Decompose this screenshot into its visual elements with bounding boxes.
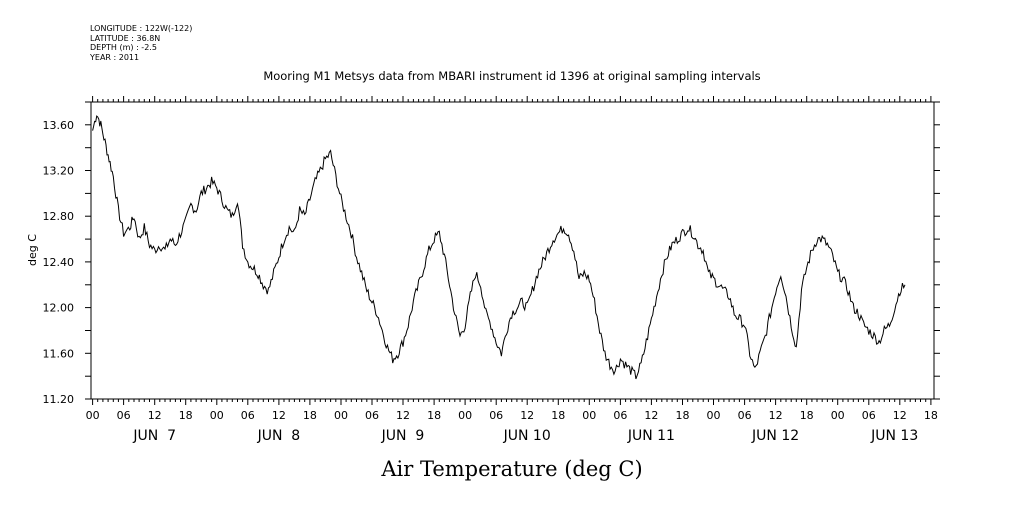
y-axis-label: deg C [26,234,39,266]
depth-label: DEPTH (m) : -2.5 [90,43,157,52]
x-tick-label: 12 [272,409,286,422]
x-tick-label: 06 [862,409,876,422]
y-tick-labels: 11.20 11.60 12.00 12.40 12.80 13.20 13.60 [43,119,75,406]
y-tick-label: 12.00 [43,302,75,315]
x-tick-label: 00 [458,409,472,422]
x-tick-label: 06 [489,409,503,422]
x-tick-label: 06 [613,409,627,422]
x-tick-label: 18 [427,409,441,422]
x-tick-label: 06 [738,409,752,422]
x-tick-label: 18 [676,409,690,422]
x-tick-label: 00 [334,409,348,422]
y-tick-label: 13.20 [43,165,75,178]
x-tick-label: 12 [893,409,907,422]
chart-title: Mooring M1 Metsys data from MBARI instru… [263,69,760,83]
x-tick-label: 00 [707,409,721,422]
x-tick-label: 00 [86,409,100,422]
y-tick-label: 12.80 [43,210,75,223]
x-tick-label: 00 [210,409,224,422]
x-tick-label: 18 [924,409,938,422]
day-label: JUN 10 [503,428,551,444]
y-tick-label: 13.60 [43,119,75,132]
x-tick-label: 18 [800,409,814,422]
x-tick-label: 06 [241,409,255,422]
y-tick-label: 11.20 [43,393,75,406]
day-labels: JUN 7 JUN 8 JUN 9 JUN 10 JUN 11 JUN 12 JUN 13 [132,428,918,444]
x-tick-label: 18 [179,409,193,422]
x-tick-label: 06 [117,409,131,422]
x-tick-label: 18 [551,409,565,422]
plot-frame [90,101,935,400]
day-label: JUN 9 [381,428,425,444]
year-label: YEAR : 2011 [89,53,139,62]
x-tick-label: 12 [644,409,658,422]
longitude-label: LONGITUDE : 122W(-122) [90,24,192,33]
bottom-title: Air Temperature (deg C) [380,457,642,481]
x-tick-label: 18 [303,409,317,422]
x-tick-label: 12 [520,409,534,422]
axis-ticks [85,96,940,405]
latitude-label: LATITUDE : 36.8N [90,34,160,43]
metadata-block: LONGITUDE : 122W(-122) LATITUDE : 36.8N … [89,24,192,62]
temperature-series-line [92,115,906,380]
day-label: JUN 11 [627,428,675,444]
day-label: JUN 7 [132,428,176,444]
x-tick-label: 00 [831,409,845,422]
y-tick-label: 12.40 [43,256,75,269]
x-tick-label: 06 [365,409,379,422]
x-tick-label: 12 [396,409,410,422]
x-tick-labels: 00 06 12 18 00 06 12 18 00 06 12 18 00 06 12 18 00 06 12 18… [86,409,938,422]
y-tick-label: 11.60 [43,347,75,360]
day-label: JUN 8 [257,428,301,444]
day-label: JUN 12 [751,428,799,444]
day-label: JUN 13 [870,428,918,444]
x-tick-label: 00 [582,409,596,422]
x-tick-label: 12 [769,409,783,422]
x-tick-label: 12 [148,409,162,422]
